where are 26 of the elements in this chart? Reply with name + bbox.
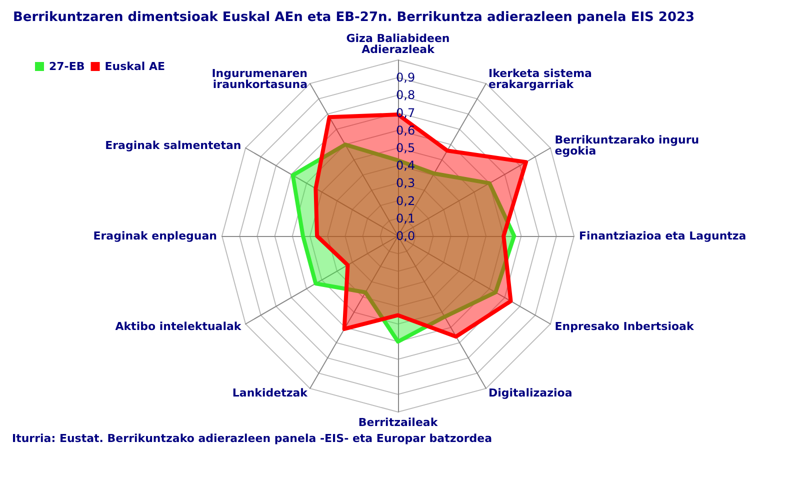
- spoke-label: Berrikuntzarako inguru egokia: [554, 134, 700, 158]
- spoke-label: Digitalizazioa: [488, 386, 572, 400]
- y-tick-label: 0,5: [396, 141, 416, 155]
- legend-label: Euskal AE: [104, 60, 166, 73]
- spoke-label: Eraginak salmentetan: [105, 139, 242, 152]
- spoke-label: Berritzaileak: [358, 416, 438, 429]
- spoke-label: Lankidetzak: [232, 386, 308, 400]
- spoke-label: Eraginak enpleguan: [93, 230, 217, 242]
- spoke-label: Ikerketa sistema erakargarriak: [488, 67, 592, 92]
- y-tick-label: 0,4: [396, 158, 416, 173]
- spoke-label: Aktibo intelektualak: [115, 320, 242, 333]
- y-tick-label: 0,9: [396, 70, 416, 85]
- y-tick-label: 0,6: [396, 123, 416, 138]
- y-tick-label: 0,0: [396, 229, 416, 243]
- chart-title: Berrikuntzaren dimentsioak Euskal AEn eta EB-27n. Berrikuntza adierazleen panela EIS 2023: [13, 10, 695, 25]
- y-tick-label: 0,8: [396, 88, 416, 102]
- text: Iturria: Eustat. Berrikuntzako adierazleen panela -EIS- eta Europar batzordea: [12, 432, 492, 445]
- y-tick-label: 0,7: [396, 106, 416, 120]
- spoke-label: Finantziazioa eta Laguntza: [579, 230, 746, 242]
- legend-label: 27-EB: [49, 60, 85, 73]
- y-tick-label: 0,1: [396, 211, 416, 226]
- y-tick-label: 0,2: [396, 194, 416, 208]
- spoke-label: Giza Baliabideen Adierazleak: [346, 32, 450, 56]
- spoke-label: Enpresako Inbertsioak: [554, 320, 694, 333]
- y-tick-label: 0,3: [396, 176, 416, 190]
- spoke-label: Ingurumenaren iraunkortasuna: [212, 67, 308, 92]
